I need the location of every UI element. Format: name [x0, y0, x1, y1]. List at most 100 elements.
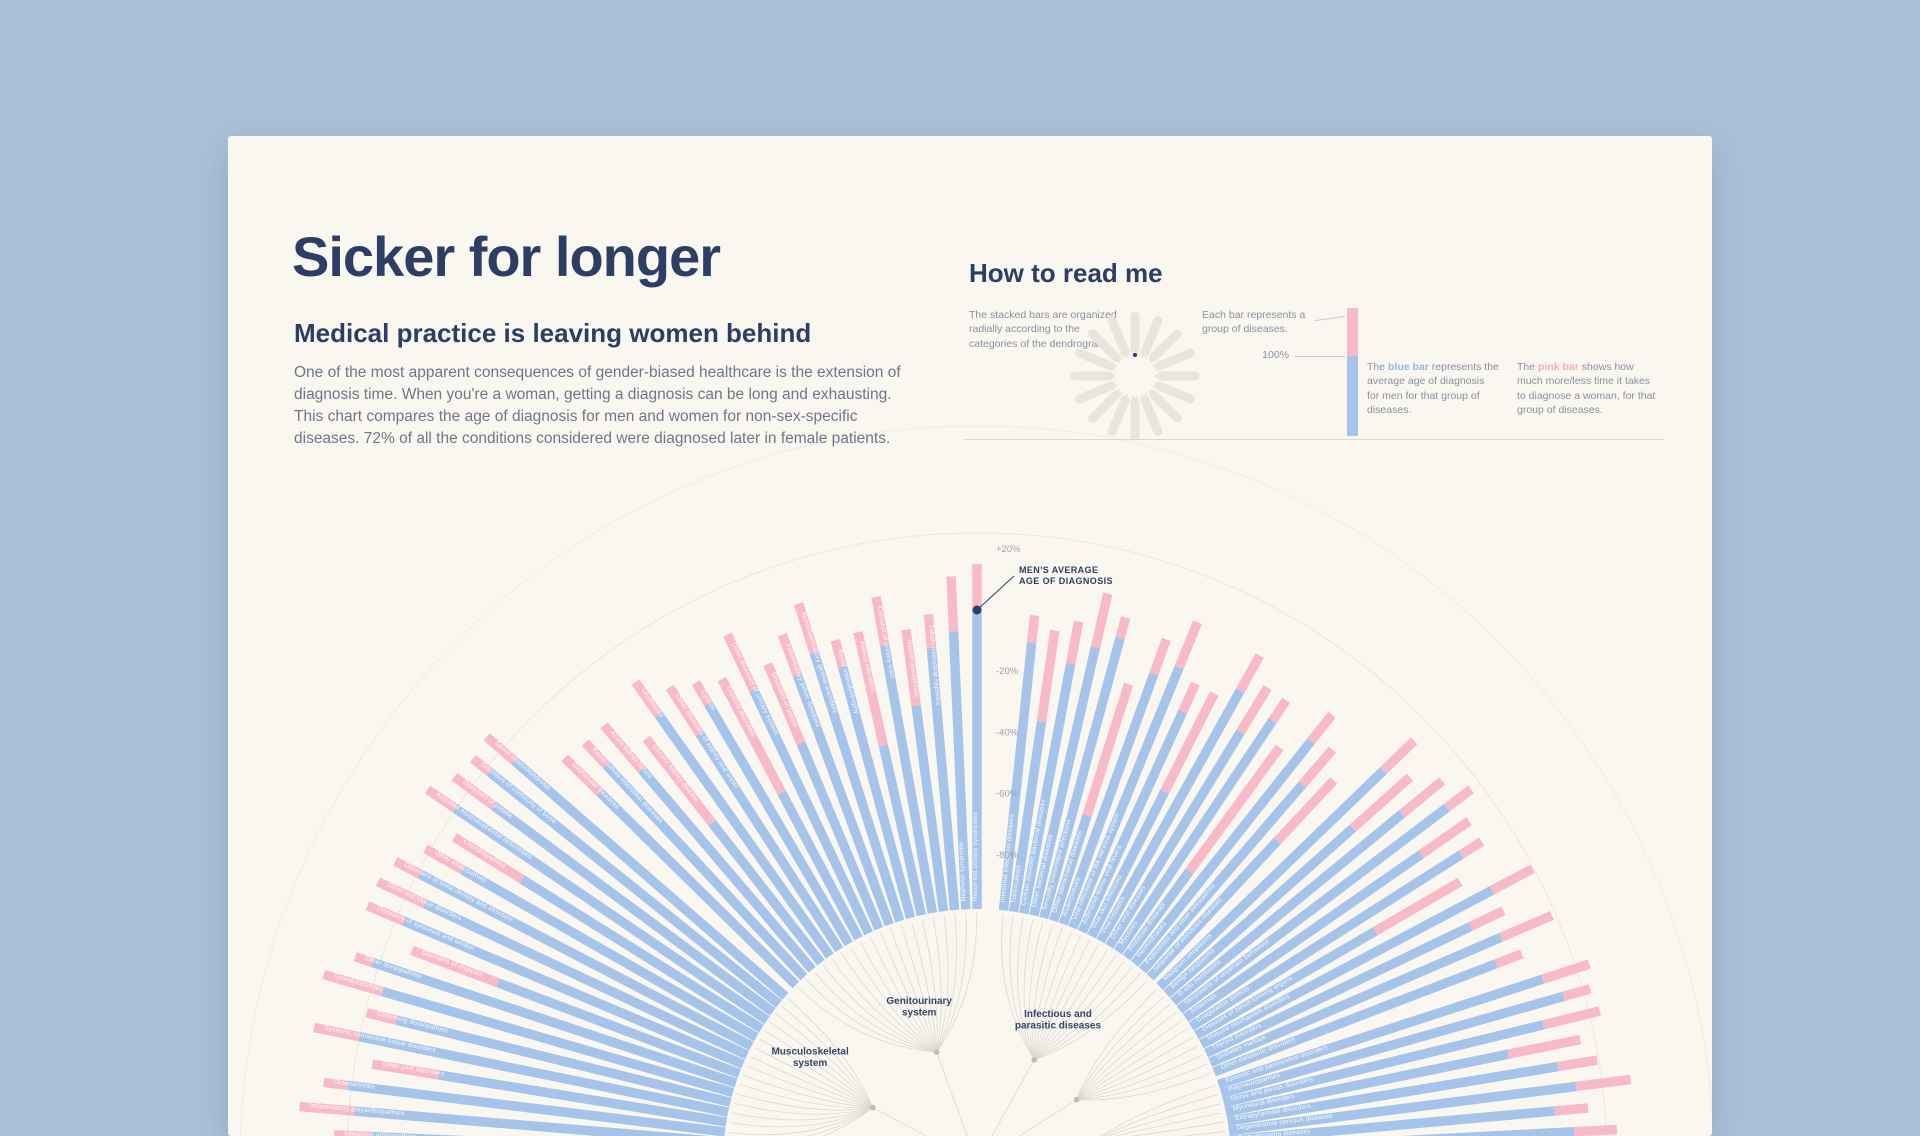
bar-women-delta [642, 735, 716, 826]
flower-marker-dot [1133, 353, 1137, 357]
bar-women-delta [665, 684, 704, 737]
dendrogram-curve [1033, 944, 1100, 1060]
dendrogram-curve [890, 928, 938, 1053]
bar-women-delta [1507, 1034, 1582, 1059]
bar-women-delta [1494, 949, 1524, 969]
dendrogram-curve [936, 912, 978, 1053]
flower-petal [1148, 329, 1182, 363]
bar-men [602, 761, 808, 981]
bar-men [371, 958, 738, 1088]
bar-women-delta [1090, 592, 1113, 649]
pink-bar-keyword: pink bar [1538, 361, 1579, 373]
bar-women-delta [1185, 744, 1284, 874]
bar-men [1078, 709, 1188, 934]
bar-women-delta [393, 857, 422, 879]
bar-women-delta [1573, 1124, 1618, 1136]
bar-men [1058, 672, 1159, 926]
dendrogram-curve [730, 1107, 873, 1128]
bar-men [1170, 810, 1406, 1006]
dendrogram-curve [814, 972, 937, 1053]
bar-label: Recurrent urinary syndromes [972, 811, 979, 901]
dendrogram-node [933, 1049, 940, 1055]
dendrogram-curve [1023, 919, 1035, 1060]
bar-men [1163, 824, 1357, 998]
legend-blue-segment [1347, 356, 1358, 436]
axis-tick-label: -20% [996, 666, 1019, 677]
page-subtitle: Medical practice is leaving women behind [294, 318, 812, 348]
bar-men [402, 916, 745, 1069]
flower-petal [1140, 316, 1163, 357]
bar-men [809, 651, 905, 923]
bar-women-delta [365, 901, 407, 926]
bar-men [491, 802, 776, 1016]
bar-women-delta [1273, 777, 1338, 845]
dendrogram-curve [1034, 966, 1133, 1061]
flower-petal [1088, 389, 1122, 423]
flower-petal [1075, 381, 1116, 404]
bar-men [1068, 665, 1184, 930]
bar-men [1087, 789, 1169, 939]
axis-tick-label: -60% [996, 789, 1019, 800]
bar-women-delta [581, 739, 610, 769]
bar-men [948, 631, 971, 910]
bar-men [796, 741, 884, 931]
bar-women-delta [1268, 697, 1291, 724]
flower-petal [1107, 316, 1130, 357]
bar-women-delta [946, 576, 959, 632]
bar-men [998, 642, 1037, 911]
bar-men [777, 790, 863, 941]
bar-men [749, 687, 873, 936]
bar-women-delta [1443, 785, 1474, 812]
bar-men [1217, 974, 1545, 1090]
bar-women-delta [561, 754, 603, 796]
bar-women-delta [723, 632, 758, 693]
category-label: Infectious and parasitic diseases [1015, 1009, 1102, 1031]
mini-dendrogram-icon [1070, 311, 1200, 441]
bar-women-delta [375, 877, 428, 909]
dendrogram-curve [900, 924, 938, 1053]
dendrogram-curve [1033, 939, 1091, 1060]
guide-rings [240, 425, 1712, 1136]
dendrogram-curve [798, 987, 937, 1053]
legend-note-radial: The stacked bars are organized radially … [969, 309, 1117, 350]
bar-men [1096, 688, 1245, 944]
bar-men [1194, 926, 1378, 1040]
bar-men [422, 899, 750, 1060]
bar-women-delta [371, 1059, 440, 1080]
flower-petal [1148, 389, 1182, 423]
flower-petal [1154, 381, 1195, 404]
bar-label: Infectious arthropathies [344, 1130, 417, 1136]
legend-pink-segment [1347, 308, 1358, 356]
bar-women-delta [1418, 817, 1472, 859]
flower-petal [1107, 395, 1130, 436]
note-blue-rest: represents the average age of diagnosis … [1367, 361, 1499, 417]
bar-men [1188, 850, 1464, 1031]
dendrogram-curve [1076, 1028, 1189, 1100]
bar-men [1122, 868, 1194, 961]
bar-women-delta [353, 952, 375, 968]
dendrogram-node [1031, 1056, 1038, 1063]
bar-men [792, 673, 894, 927]
bar-label: Other diseases of urinary system [730, 642, 780, 737]
dendrogram-curve [1106, 1103, 1220, 1136]
bar-men [1105, 729, 1245, 949]
bar-men [1199, 886, 1495, 1049]
bar-men [637, 766, 816, 973]
poster-card: Infectious arthropathies Inflammatory pol… [228, 136, 1712, 1136]
bar-men [1009, 720, 1047, 913]
bar-women-delta [322, 970, 384, 997]
dendrogram-curve [1033, 935, 1082, 1060]
bar-women-delta [901, 629, 921, 707]
bar-men [452, 804, 770, 1025]
bar-men [417, 869, 754, 1051]
bar-men [654, 711, 834, 959]
legend-100-line [1295, 356, 1345, 357]
flower-petal [1088, 329, 1122, 363]
legend-example-bar [1347, 308, 1358, 436]
dendrogram-curve [936, 913, 957, 1053]
bar-women-delta [1066, 620, 1084, 665]
bar-women-delta [600, 722, 646, 773]
dendrogram-curve [869, 936, 937, 1053]
bar-women-delta [1380, 737, 1418, 774]
